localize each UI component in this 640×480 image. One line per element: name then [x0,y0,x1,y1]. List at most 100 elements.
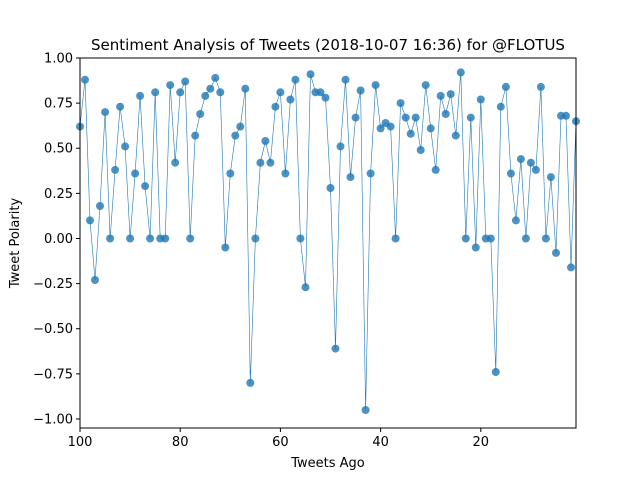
y-tick-label: −0.50 [33,322,73,337]
y-tick-label: −0.75 [33,367,73,382]
data-point [186,234,195,243]
data-point [246,378,255,387]
data-point [436,91,445,100]
x-tick-label: 100 [68,435,93,450]
data-point [261,137,270,145]
y-axis-label: Tweet Polarity [8,198,23,290]
data-point [376,124,385,133]
y-tick-label: −0.25 [33,277,73,292]
y-tick-label: 0.00 [44,232,73,247]
data-point [181,77,190,86]
data-point [101,108,110,117]
data-point [126,234,135,243]
data-point [316,88,325,97]
data-point [171,158,180,167]
data-point [526,158,535,167]
data-point [206,84,215,93]
data-point [421,81,430,90]
data-point [386,122,395,131]
data-point [491,368,500,376]
data-point [331,344,340,353]
data-point [296,234,305,243]
data-point [346,173,355,182]
y-tick-label: 0.50 [44,142,73,157]
data-point [111,165,120,174]
x-tick-label: 40 [372,435,389,450]
data-point [166,81,175,90]
x-tick-label: 80 [172,435,189,450]
data-point [196,110,205,118]
data-point [191,131,200,140]
data-point [106,234,115,243]
data-point [476,95,485,104]
data-point [141,182,150,191]
data-point [231,131,240,140]
data-point [211,73,220,82]
data-point [96,202,104,210]
data-point [266,158,275,167]
x-tick-label: 60 [272,435,289,450]
y-tick-label: −1.00 [33,412,73,427]
data-point [116,102,125,111]
data-point [446,90,455,99]
y-tick-label: 0.75 [44,97,73,112]
data-point [441,110,450,118]
data-point [86,216,94,225]
data-point [511,216,520,225]
data-point [361,406,370,414]
data-point [341,75,350,84]
data-point [81,75,89,84]
x-axis-label: Tweets Ago [290,456,365,471]
data-point [291,75,300,84]
data-point [391,234,400,243]
data-point [411,113,420,122]
chart-title: Sentiment Analysis of Tweets (2018-10-07… [91,36,565,54]
data-point [201,91,210,100]
data-point [256,158,265,167]
data-point [151,88,160,97]
data-point [286,95,295,104]
data-point [131,169,140,178]
data-point [416,146,425,154]
data-point [516,155,525,164]
data-point [521,234,530,243]
data-point [401,113,410,122]
data-point [161,234,170,243]
data-point [91,276,99,284]
data-point [506,169,515,178]
plot-frame [79,57,577,429]
data-point [271,102,280,111]
data-point [496,102,505,111]
data-point [121,142,130,151]
data-point [451,131,460,140]
x-axis: 100 80 60 40 20 [68,428,489,450]
data-point [536,82,545,91]
data-point [321,93,330,102]
data-point [176,88,185,97]
y-axis: 1.00 0.75 0.50 0.25 0.00 −0.25 −0.50 −0.75 −1.00 [33,52,80,427]
data-point [456,68,465,77]
data-point [336,142,345,151]
series-line [79,72,577,411]
data-point [461,234,470,243]
data-point [301,283,310,292]
data-point [466,113,475,122]
data-point [226,169,235,178]
data-point [541,234,550,243]
x-tick-label: 20 [473,435,490,450]
data-point [552,248,560,257]
data-point [567,263,575,272]
y-tick-label: 0.25 [44,187,73,202]
data-point [221,243,230,252]
data-point [276,88,285,97]
data-point [281,169,290,178]
data-point [501,82,510,91]
data-point [531,165,540,174]
data-point [146,234,155,243]
data-point [306,70,315,79]
data-point [471,243,480,252]
data-point [136,91,145,100]
data-point [426,124,435,133]
data-point [251,234,260,243]
